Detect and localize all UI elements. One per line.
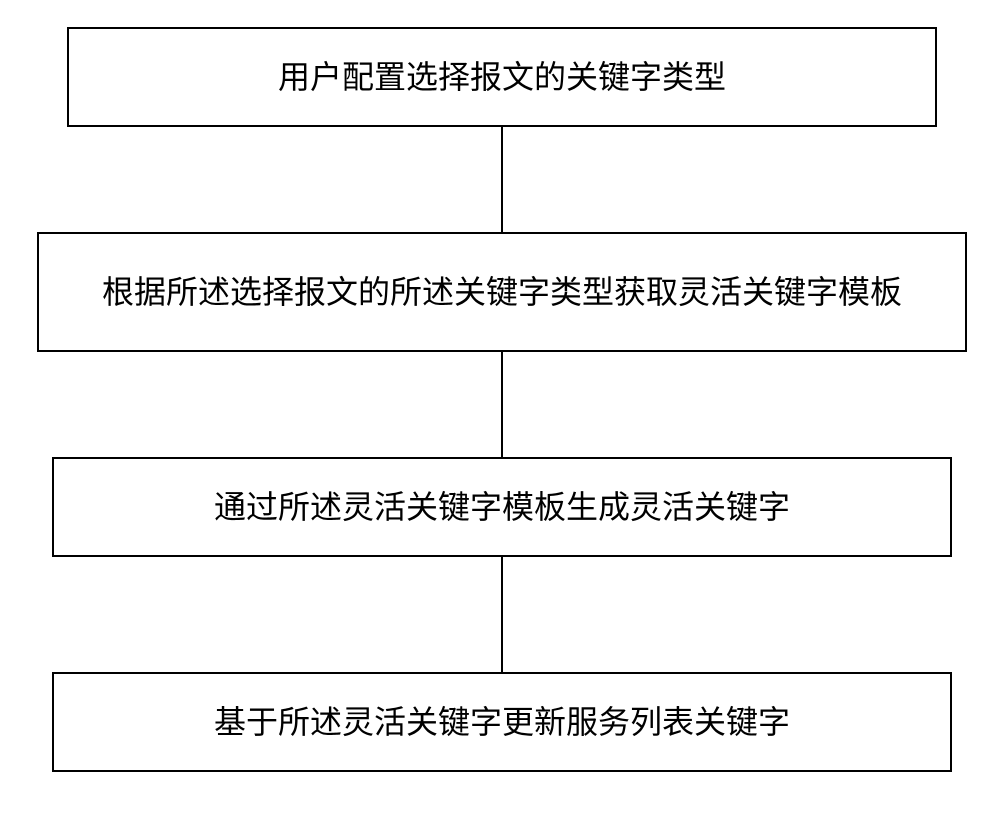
flowchart-node-1: 用户配置选择报文的关键字类型 xyxy=(67,27,937,127)
edge-1-2 xyxy=(501,127,503,232)
flowchart-node-4: 基于所述灵活关键字更新服务列表关键字 xyxy=(52,672,952,772)
edge-2-3 xyxy=(501,352,503,457)
node-1-label: 用户配置选择报文的关键字类型 xyxy=(268,55,736,100)
node-4-label: 基于所述灵活关键字更新服务列表关键字 xyxy=(204,700,800,745)
flowchart-node-2: 根据所述选择报文的所述关键字类型获取灵活关键字模板 xyxy=(37,232,967,352)
node-3-label: 通过所述灵活关键字模板生成灵活关键字 xyxy=(204,485,800,530)
edge-3-4 xyxy=(501,557,503,672)
node-2-label: 根据所述选择报文的所述关键字类型获取灵活关键字模板 xyxy=(92,270,912,315)
flowchart-node-3: 通过所述灵活关键字模板生成灵活关键字 xyxy=(52,457,952,557)
flowchart-container: 用户配置选择报文的关键字类型 根据所述选择报文的所述关键字类型获取灵活关键字模板… xyxy=(0,0,1000,838)
